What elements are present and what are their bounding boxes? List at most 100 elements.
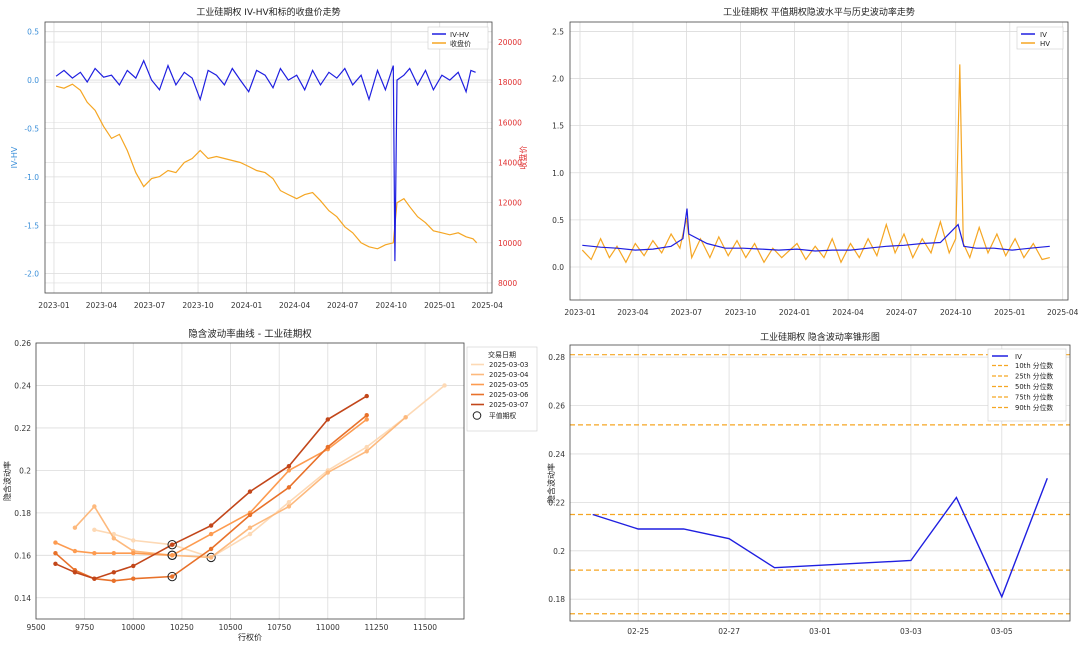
smile-point — [364, 449, 369, 454]
y2-tick-label: 12000 — [498, 199, 522, 208]
smile-point — [247, 531, 253, 537]
smile-point — [208, 546, 214, 552]
y2-tick-label: 10000 — [498, 239, 522, 248]
smile-point — [286, 468, 292, 473]
x-tick-label: 2023-04 — [86, 301, 118, 310]
y2-tick-label: 20000 — [498, 38, 522, 47]
smile-point — [286, 463, 292, 469]
x-tick-label: 9750 — [75, 623, 94, 632]
x-tick-label: 11250 — [365, 623, 389, 632]
smile-point — [403, 415, 408, 420]
smile-point — [72, 525, 78, 530]
smile-point — [53, 540, 58, 545]
y-axis-label: 隐含波动率 — [2, 461, 12, 501]
y-tick-label: 0.0 — [27, 76, 39, 85]
x-tick-label: 2025-01 — [994, 308, 1026, 317]
chart-title: 工业硅期权 平值期权隐波水平与历史波动率走势 — [723, 6, 915, 18]
y2-tick-label: 8000 — [498, 279, 517, 288]
chart-title: 工业硅期权 IV-HV和标的收盘价走势 — [196, 6, 340, 18]
smile-point — [364, 444, 369, 450]
legend-label-percentile: 50th 分位数 — [1015, 382, 1053, 391]
smile-point — [169, 553, 175, 558]
smile-point — [92, 576, 97, 581]
legend-label-percentile: 90th 分位数 — [1015, 403, 1053, 412]
smile-point — [92, 527, 97, 533]
y-tick-label: 0.5 — [552, 216, 564, 225]
smile-point — [92, 504, 97, 509]
series-iv-hv-line — [55, 59, 476, 262]
chart-title: 工业硅期权 隐含波动率锥形图 — [760, 331, 880, 343]
smile-point — [53, 561, 58, 566]
smile-point — [111, 570, 117, 575]
x-tick-label: 2024-07 — [886, 308, 918, 317]
y-axis-label: IV-HV — [10, 146, 19, 168]
plot-frame — [35, 342, 465, 620]
smile-point — [286, 500, 292, 505]
smile-point — [72, 548, 78, 554]
x-tick-label: 10250 — [170, 623, 194, 632]
smile-line-2025-03-03 — [94, 384, 446, 559]
y-tick-label: 0.26 — [14, 339, 31, 348]
smile-point — [169, 542, 175, 547]
smile-point — [325, 444, 331, 450]
smile-point — [325, 417, 331, 422]
x-tick-label: 11000 — [316, 623, 340, 632]
plot-frame — [44, 21, 493, 294]
y2-tick-label: 14000 — [498, 159, 522, 168]
x-tick-label: 2023-04 — [617, 308, 649, 317]
y-tick-label: 0.26 — [548, 402, 565, 411]
x-tick-label: 03-01 — [809, 627, 831, 636]
x-tick-label: 2024-10 — [940, 308, 972, 317]
legend-box — [466, 346, 538, 432]
y-tick-label: 0.22 — [14, 424, 31, 433]
y-tick-label: 0.5 — [27, 28, 39, 37]
smile-point — [286, 504, 292, 509]
smile-point — [111, 550, 117, 556]
chart-atm-iv-hv: 工业硅期权 平值期权隐波水平与历史波动率走势 2.5 2.0 1.5 1.0 0.5 0.0… — [552, 6, 1079, 317]
y-tick-label: 1.5 — [552, 122, 564, 131]
x-tick-label: 03-05 — [991, 627, 1013, 636]
legend-label: 2025-03-06 — [489, 391, 529, 399]
legend-label-percentile: 75th 分位数 — [1015, 393, 1053, 402]
smile-point — [169, 574, 175, 579]
y-tick-label: -0.5 — [24, 124, 39, 133]
smile-point — [208, 531, 214, 537]
x-tick-label: 2023-07 — [671, 308, 703, 317]
x-tick-label: 10750 — [267, 623, 291, 632]
smile-point — [131, 550, 136, 556]
smile-line-2025-03-07 — [55, 395, 368, 580]
y-tick-label: 0.24 — [14, 381, 31, 390]
legend-box — [987, 348, 1067, 422]
legend-label-iv: IV — [1015, 353, 1022, 361]
y-tick-label: 0.2 — [19, 466, 31, 475]
legend-label: 2025-03-07 — [489, 401, 529, 409]
y-tick-label: -1.0 — [24, 173, 39, 182]
chart-title: 隐含波动率曲线 - 工业硅期权 — [188, 328, 312, 340]
smile-point — [111, 578, 117, 583]
atm-marker — [167, 571, 177, 582]
x-tick-label: 2025-01 — [424, 301, 456, 310]
smile-point — [247, 525, 253, 530]
x-tick-label: 2024-10 — [376, 301, 408, 310]
chart-iv-hv-close: 工业硅期权 IV-HV和标的收盘价走势 0.5 0.0 -0.5 -1.0 -1.5 -2.… — [10, 6, 528, 310]
smile-point — [131, 576, 136, 581]
y-tick-label: 2.5 — [552, 27, 564, 36]
legend-label-percentile: 10th 分位数 — [1015, 361, 1053, 370]
y-tick-label: -2.0 — [24, 270, 39, 279]
x-tick-label: 02-27 — [718, 627, 740, 636]
y-tick-label: 0.24 — [548, 450, 565, 459]
legend-label-close: 收盘价 — [450, 39, 471, 48]
plot-frame — [569, 21, 1069, 301]
x-tick-label: 2024-01 — [231, 301, 263, 310]
legend-label: 2025-03-04 — [489, 371, 529, 379]
x-axis-label: 行权价 — [238, 632, 262, 642]
x-tick-label: 2025-04 — [472, 301, 504, 310]
legend-atm-swatch — [472, 411, 482, 420]
y-tick-label: 2.0 — [552, 75, 564, 84]
smile-point — [92, 550, 97, 556]
smile-point — [325, 470, 331, 475]
smile-point — [364, 417, 369, 422]
legend-label: 2025-03-03 — [489, 361, 529, 369]
y-tick-label: 0.0 — [552, 263, 564, 272]
